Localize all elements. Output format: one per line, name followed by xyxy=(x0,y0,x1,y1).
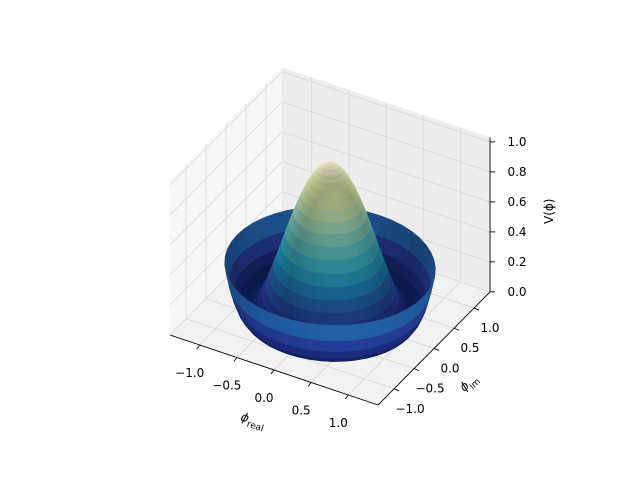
z-tick-label: 0.4 xyxy=(507,225,526,239)
y-tick-label: −0.5 xyxy=(415,382,444,396)
surface-face xyxy=(332,340,347,353)
surface-face xyxy=(324,286,332,301)
x-axis-line xyxy=(169,334,379,406)
grid-line xyxy=(169,161,283,276)
x-axis-label: ϕreal xyxy=(238,410,267,435)
surface-face xyxy=(319,350,334,359)
surface-face xyxy=(331,260,339,275)
surface-face xyxy=(331,312,341,326)
surface-face xyxy=(319,339,334,353)
z-tick-label: 0.0 xyxy=(507,285,526,299)
surface-face xyxy=(306,309,317,324)
grid-line xyxy=(281,101,491,173)
y-tick-label: −1.0 xyxy=(395,402,424,416)
y-tick-label: 0.0 xyxy=(440,361,459,375)
surface-face xyxy=(325,247,332,261)
y-axis-label: ϕim xyxy=(457,371,483,397)
x-tick xyxy=(307,382,312,387)
surface-face xyxy=(345,323,361,341)
surface-face xyxy=(332,324,348,342)
surface-face xyxy=(309,284,319,300)
surface-face xyxy=(315,298,325,313)
surface-face xyxy=(326,211,332,224)
surface-face xyxy=(332,351,346,359)
surface-face xyxy=(327,183,331,192)
surface-face xyxy=(322,210,328,223)
x-tick-label: −1.0 xyxy=(175,366,204,380)
surface-face xyxy=(312,258,321,274)
surface-face xyxy=(305,322,321,341)
surface-face xyxy=(325,234,332,248)
surface-face xyxy=(313,245,321,260)
surface-face xyxy=(317,272,326,288)
surface-face xyxy=(318,259,326,274)
surface-face xyxy=(328,176,331,184)
surface-face xyxy=(316,285,325,301)
surface-face xyxy=(326,200,332,212)
surface-face xyxy=(321,221,327,235)
surface-face xyxy=(326,222,332,236)
surface-face xyxy=(332,358,346,362)
surface-face xyxy=(343,272,352,287)
surface-face xyxy=(323,200,328,212)
y-tick-label: 1.0 xyxy=(480,321,499,335)
tick-labels: −1.0−0.50.00.51.0−1.0−0.50.00.51.00.00.2… xyxy=(175,135,526,430)
z-axis-label: V(ϕ) xyxy=(542,199,556,225)
x-tick xyxy=(344,394,349,400)
surface-face xyxy=(311,271,320,287)
y-tick-label: 0.5 xyxy=(460,341,479,355)
surface-face xyxy=(346,298,356,313)
surface-face xyxy=(345,339,360,352)
surface-face xyxy=(323,299,333,314)
x-tick-label: 0.0 xyxy=(254,391,273,405)
grid-line xyxy=(169,71,283,186)
grid-line xyxy=(281,131,491,203)
y-tick xyxy=(413,368,420,372)
surface-face xyxy=(330,247,338,261)
y-tick xyxy=(393,388,400,392)
surface-face xyxy=(306,338,321,352)
x-tick-label: 0.5 xyxy=(292,404,311,418)
surface-face xyxy=(331,300,341,314)
x-tick-label: 1.0 xyxy=(329,416,348,430)
surface-face xyxy=(323,312,333,326)
surface-face xyxy=(319,246,327,261)
surface-face xyxy=(292,319,307,339)
surface-face xyxy=(358,321,374,340)
surface-face xyxy=(324,273,332,288)
surface-mesh xyxy=(224,161,436,362)
z-tick-label: 1.0 xyxy=(507,135,526,149)
surface-face xyxy=(330,234,337,248)
grid-line xyxy=(169,131,283,246)
x-tick xyxy=(196,344,201,350)
surface-face xyxy=(338,299,348,314)
grid-line xyxy=(169,191,283,306)
surface-face xyxy=(308,297,318,312)
y-tick xyxy=(433,348,440,351)
grid-line xyxy=(281,71,491,143)
y-tick xyxy=(473,307,480,311)
x-tick xyxy=(233,357,238,362)
x-tick xyxy=(270,369,275,375)
surface-face xyxy=(320,233,327,248)
surface-face xyxy=(331,287,340,301)
surface-face xyxy=(339,311,349,326)
surface-face xyxy=(327,191,331,202)
z-tick-label: 0.8 xyxy=(507,165,526,179)
y-tick xyxy=(453,327,460,331)
surface-face xyxy=(319,324,334,342)
grid-line xyxy=(169,101,283,216)
surface-face xyxy=(347,310,357,325)
z-tick-label: 0.6 xyxy=(507,195,526,209)
surface-face xyxy=(338,286,347,301)
z-tick-label: 0.2 xyxy=(507,255,526,269)
x-tick-label: −0.5 xyxy=(212,379,241,393)
surface-face xyxy=(331,273,339,288)
surface-face xyxy=(314,311,325,325)
surface-face xyxy=(324,260,332,275)
